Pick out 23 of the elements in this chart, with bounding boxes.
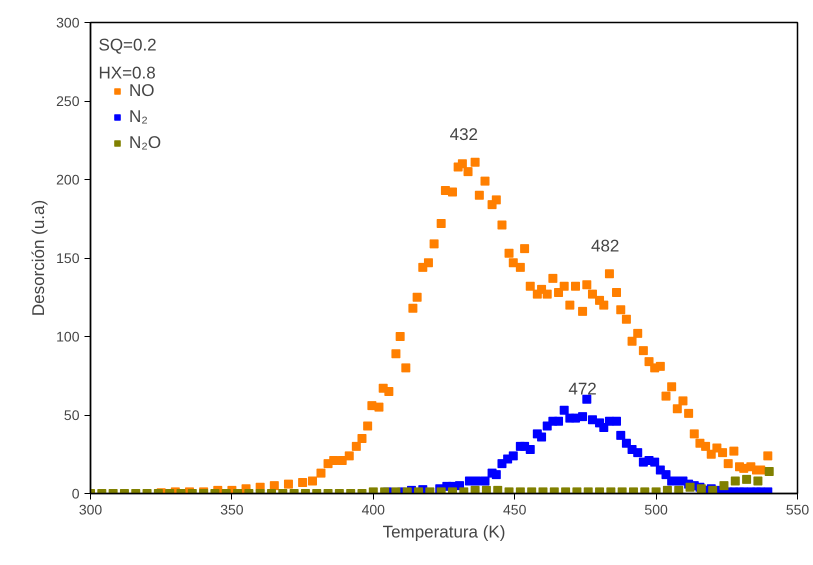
x-tick-label: 500 — [644, 502, 668, 518]
y-tick-label: 0 — [72, 486, 80, 502]
y-tick-label: 50 — [64, 407, 80, 423]
y-tick-label: 150 — [56, 250, 80, 266]
annotation: 432 — [450, 125, 478, 144]
y-tick-label: 300 — [56, 14, 80, 30]
y-axis-title: Desorción (u.a) — [29, 200, 48, 316]
x-tick-label: 300 — [78, 502, 102, 518]
y-tick-label: 250 — [56, 93, 80, 109]
x-axis-title: Temperatura (K) — [382, 522, 506, 542]
annotation: SQ=0.2 — [98, 36, 157, 54]
x-tick-label: 350 — [220, 502, 244, 518]
legend-label: NO — [129, 81, 154, 101]
legend-label: N₂ — [129, 107, 149, 127]
annotation: 472 — [568, 380, 597, 399]
legend-label: N₂O — [129, 133, 162, 153]
x-tick-label: 550 — [786, 502, 810, 518]
x-tick-label: 450 — [503, 502, 527, 518]
x-tick-label: 400 — [362, 502, 386, 518]
y-tick-label: 100 — [56, 328, 80, 344]
y-tick-label: 200 — [56, 172, 80, 188]
annotation: HX=0.8 — [98, 64, 156, 82]
annotation: 482 — [591, 236, 620, 256]
